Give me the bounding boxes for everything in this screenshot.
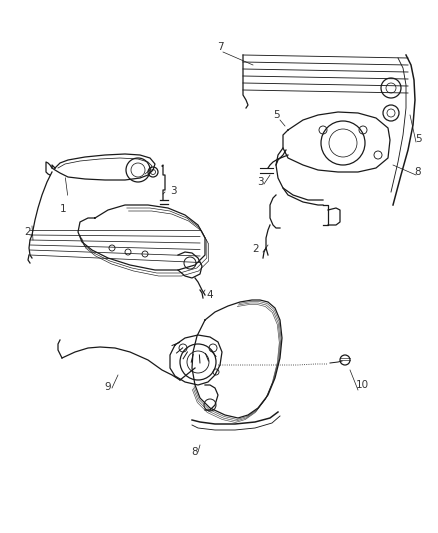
Text: 8: 8 [415,167,421,177]
Text: 2: 2 [25,227,31,237]
Text: 1: 1 [60,204,66,214]
Text: 3: 3 [170,186,177,196]
Text: 5: 5 [415,134,421,144]
Text: 2: 2 [253,244,259,254]
Text: 7: 7 [217,42,223,52]
Text: 5: 5 [273,110,279,120]
Text: 3: 3 [257,177,263,187]
Text: 4: 4 [207,290,213,300]
Text: 8: 8 [192,447,198,457]
Text: 10: 10 [356,380,368,390]
Text: 9: 9 [105,382,111,392]
